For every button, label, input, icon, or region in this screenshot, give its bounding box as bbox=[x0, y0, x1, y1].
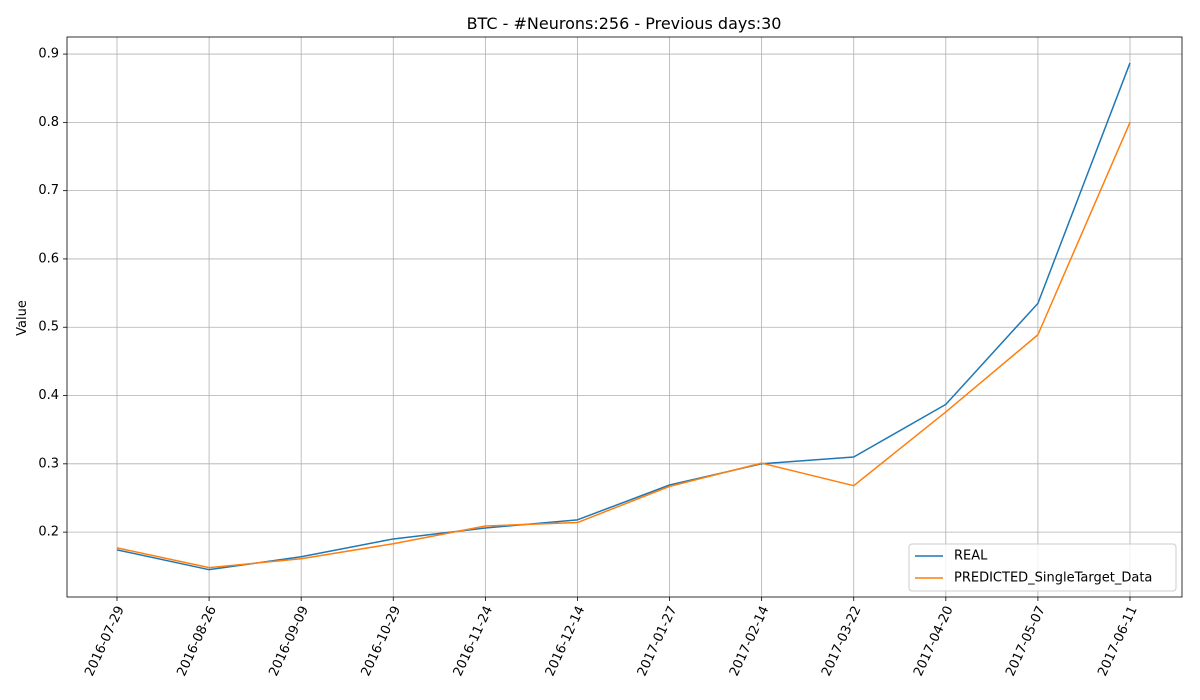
y-tick-label: 0.7 bbox=[38, 183, 59, 198]
series-lines bbox=[116, 62, 1131, 571]
y-tick-label: 0.8 bbox=[38, 115, 59, 130]
legend-label: REAL bbox=[954, 549, 988, 564]
grid bbox=[67, 37, 1182, 597]
y-tick-label: 0.6 bbox=[38, 251, 59, 266]
chart-title: BTC - #Neurons:256 - Previous days:30 bbox=[467, 14, 782, 33]
legend-label: PREDICTED_SingleTarget_Data bbox=[954, 571, 1152, 586]
y-tick-label: 0.5 bbox=[38, 320, 59, 335]
y-tick-label: 0.9 bbox=[38, 47, 59, 62]
series-line-real bbox=[116, 62, 1131, 571]
legend-box bbox=[908, 543, 1177, 592]
y-tick-label: 0.4 bbox=[38, 388, 59, 403]
plot-frame bbox=[66, 36, 1183, 598]
y-axis-label: Value bbox=[15, 300, 30, 336]
legend: REAL PREDICTED_SingleTarget_Data bbox=[908, 543, 1177, 592]
y-tick-label: 0.2 bbox=[38, 525, 59, 540]
y-tick-label: 0.3 bbox=[38, 456, 59, 471]
series-line-predicted bbox=[116, 122, 1131, 569]
